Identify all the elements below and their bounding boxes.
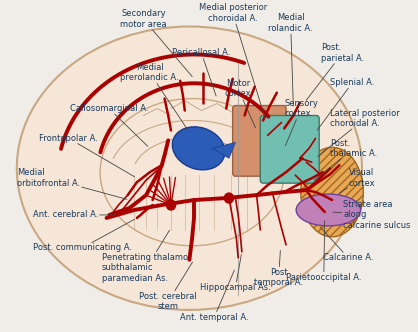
Text: Medial posterior
choroidal A.: Medial posterior choroidal A. bbox=[199, 3, 267, 118]
Text: Secondary
motor area: Secondary motor area bbox=[120, 9, 192, 77]
Text: Penetrating thalamo-
subthalamic
paramedian As.: Penetrating thalamo- subthalamic paramed… bbox=[102, 230, 191, 283]
Text: Post.
thalamic A.: Post. thalamic A. bbox=[314, 139, 377, 180]
Text: Frontopolar A.: Frontopolar A. bbox=[39, 134, 135, 177]
Text: Calcarine A.: Calcarine A. bbox=[320, 227, 373, 262]
Text: Striate area
along
calcarine sulcus: Striate area along calcarine sulcus bbox=[333, 200, 410, 230]
Text: Lateral posterior
choroidal A.: Lateral posterior choroidal A. bbox=[318, 109, 400, 156]
Text: Medial
rolandic A.: Medial rolandic A. bbox=[268, 13, 313, 106]
Text: Motor
cortex: Motor cortex bbox=[225, 79, 255, 128]
Ellipse shape bbox=[301, 147, 363, 237]
Text: Post.
parietal A.: Post. parietal A. bbox=[306, 43, 364, 100]
Text: Medial
orbitofrontal A.: Medial orbitofrontal A. bbox=[17, 168, 127, 199]
Text: Hippocampal As.: Hippocampal As. bbox=[200, 255, 271, 292]
FancyBboxPatch shape bbox=[260, 116, 319, 183]
Circle shape bbox=[224, 193, 234, 203]
FancyBboxPatch shape bbox=[233, 106, 286, 176]
Text: Visual
cortex: Visual cortex bbox=[339, 168, 375, 194]
Text: Post
temporal A.: Post temporal A. bbox=[254, 251, 303, 287]
Ellipse shape bbox=[172, 127, 225, 170]
Text: Splenial A.: Splenial A. bbox=[317, 78, 375, 130]
Ellipse shape bbox=[100, 99, 284, 246]
Ellipse shape bbox=[17, 27, 362, 310]
Polygon shape bbox=[212, 142, 235, 158]
Text: Callosomarginal A.: Callosomarginal A. bbox=[70, 104, 148, 146]
Circle shape bbox=[166, 200, 176, 210]
Text: Pericallosal A.: Pericallosal A. bbox=[172, 48, 231, 96]
Text: Parietooccipital A.: Parietooccipital A. bbox=[286, 221, 362, 282]
Text: Ant. temporal A.: Ant. temporal A. bbox=[180, 270, 249, 322]
Text: Medial
prerolandic A.: Medial prerolandic A. bbox=[120, 63, 188, 130]
Text: Post. cerebral
stem: Post. cerebral stem bbox=[139, 262, 197, 311]
Text: Post. communicating A.: Post. communicating A. bbox=[33, 219, 135, 252]
Text: Ant. cerebral A.: Ant. cerebral A. bbox=[33, 210, 116, 219]
Ellipse shape bbox=[296, 194, 361, 226]
Text: Sensory
cortex: Sensory cortex bbox=[284, 99, 318, 146]
